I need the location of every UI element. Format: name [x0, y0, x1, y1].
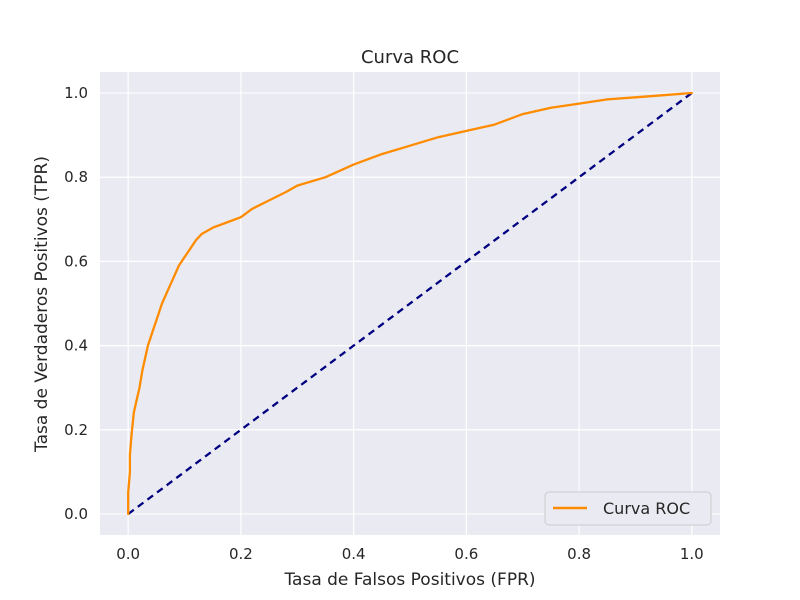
random-classifier-line: [127, 92, 693, 515]
y-tick-label: 1.0: [64, 84, 88, 102]
y-tick-label: 0.6: [64, 252, 88, 270]
y-axis-ticks: 0.0 0.2 0.4 0.6 0.8 1.0: [64, 84, 88, 523]
x-tick-label: 0.0: [116, 545, 140, 563]
x-tick-label: 0.6: [454, 545, 478, 563]
series-layer: [127, 91, 693, 516]
y-tick-label: 0.2: [64, 421, 88, 439]
y-tick-label: 0.8: [64, 168, 88, 186]
legend: Curva ROC: [544, 491, 712, 526]
y-tick-label: 0.4: [64, 337, 88, 355]
x-tick-label: 0.4: [342, 545, 366, 563]
x-tick-label: 0.8: [567, 545, 591, 563]
y-tick-label: 0.0: [64, 505, 88, 523]
x-tick-label: 0.2: [229, 545, 253, 563]
x-axis-ticks: 0.0 0.2 0.4 0.6 0.8 1.0: [116, 545, 703, 563]
x-axis-label: Tasa de Falsos Positivos (FPR): [283, 570, 535, 590]
y-axis-label: Tasa de Verdaderos Positivos (TPR): [32, 156, 52, 453]
chart-title: Curva ROC: [361, 47, 459, 68]
roc-curve-line: [127, 91, 693, 516]
x-tick-label: 1.0: [680, 545, 704, 563]
legend-box: [544, 491, 712, 526]
legend-label-curva-roc: Curva ROC: [603, 499, 690, 518]
